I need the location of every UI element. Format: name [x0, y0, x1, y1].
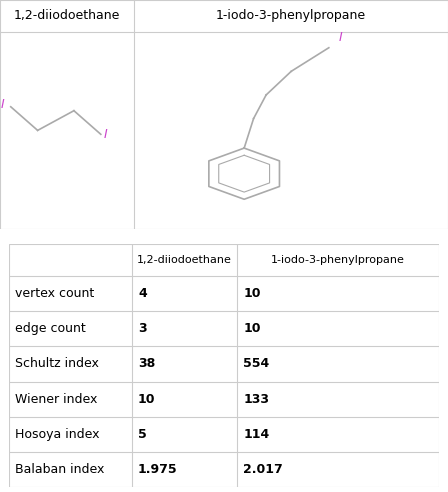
Text: I: I	[0, 98, 4, 111]
Text: 4: 4	[138, 287, 147, 300]
Text: 10: 10	[138, 393, 155, 405]
Text: Balaban index: Balaban index	[15, 463, 105, 476]
Text: 1,2-diiodoethane: 1,2-diiodoethane	[14, 9, 121, 23]
Text: 554: 554	[243, 358, 270, 370]
Text: I: I	[338, 31, 342, 44]
Text: 10: 10	[243, 287, 261, 300]
Text: 1-iodo-3-phenylpropane: 1-iodo-3-phenylpropane	[216, 9, 366, 23]
Text: 133: 133	[243, 393, 269, 405]
Text: 2.017: 2.017	[243, 463, 283, 476]
Text: 5: 5	[138, 428, 147, 441]
Text: 1.975: 1.975	[138, 463, 177, 476]
Text: 1,2-diiodoethane: 1,2-diiodoethane	[137, 255, 232, 265]
Text: 114: 114	[243, 428, 270, 441]
Text: 10: 10	[243, 322, 261, 335]
Text: edge count: edge count	[15, 322, 86, 335]
Text: Wiener index: Wiener index	[15, 393, 98, 405]
Text: 1-iodo-3-phenylpropane: 1-iodo-3-phenylpropane	[271, 255, 405, 265]
Text: Schultz index: Schultz index	[15, 358, 99, 370]
Text: Hosoya index: Hosoya index	[15, 428, 100, 441]
Text: vertex count: vertex count	[15, 287, 95, 300]
Text: 38: 38	[138, 358, 155, 370]
Text: I: I	[103, 128, 107, 141]
Text: 3: 3	[138, 322, 146, 335]
